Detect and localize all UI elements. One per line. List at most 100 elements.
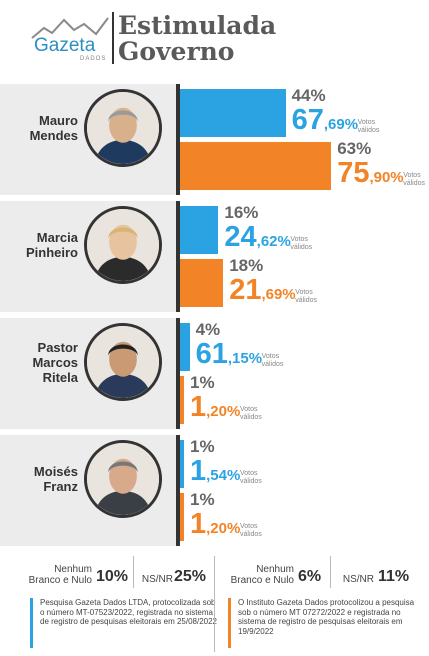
candidate-2-first-vv-line2: válidos (290, 244, 313, 251)
candidate-3-band-edge (176, 318, 180, 429)
candidate-2-avatar (84, 206, 162, 284)
candidate-1-first-raw: 44% (291, 86, 326, 105)
candidate-4-second-raw: 1% (190, 490, 215, 509)
gazeta-logo: Gazeta DADOS (30, 14, 112, 64)
candidate-4-first-valid-votes-label: Votos válidos (240, 470, 262, 486)
candidate-1-first-valid-dec: ,69% (323, 116, 359, 133)
candidate-3-name-line2: Marcos (32, 354, 78, 370)
candidate-1-first-valid-votes-label: Votos válidos (358, 119, 380, 135)
candidate-1-second-vv-line1: Votos (403, 172, 421, 179)
candidate-4-name-line2: Franz (43, 479, 78, 494)
page-title-line2: Governo (118, 37, 235, 66)
right-note-bar (228, 598, 231, 648)
candidate-2-second-valid-votes-label: Votos válidos (295, 289, 317, 305)
candidate-3-first-valid-votes-label: Votos válidos (262, 353, 284, 369)
left-nbn-label: Nenhum Branco e Nulo (18, 564, 92, 586)
candidate-2-first-valid-int: 24 (224, 221, 257, 253)
page-title-line1: Estimulada (118, 11, 277, 40)
column-separator (214, 556, 215, 652)
candidate-2-name-line1: Marcia (36, 230, 78, 245)
candidate-3-name-line1: Pastor (37, 339, 78, 355)
candidate-2-band-edge (176, 201, 180, 312)
candidate-4-second-vv-line1: Votos (240, 523, 258, 530)
candidate-3-second-valid-votes-label: Votos válidos (240, 406, 262, 422)
candidate-1-second-valid-int: 75 (337, 157, 370, 189)
candidate-1-first-valid-int: 67 (291, 104, 324, 136)
candidate-4-first-vv-line1: Votos (240, 470, 258, 477)
candidate-4-bar-orange (180, 493, 184, 541)
candidate-3-first-vv-line2: válidos (261, 361, 284, 368)
candidate-1-first-vv-line1: Votos (357, 119, 376, 126)
candidate-4-second-valid: 1,20% (190, 509, 240, 544)
person-photo-icon (87, 443, 159, 515)
candidate-4-name-line1: Moisés (33, 464, 78, 479)
left-nbn-label-line1: Nenhum (54, 564, 92, 575)
logo-brand-sub: DADOS (80, 56, 107, 62)
left-note-bar (30, 598, 33, 648)
candidate-1-second-vv-line2: válidos (403, 180, 425, 187)
header: Gazeta DADOS Estimulada Governo (0, 0, 429, 80)
candidate-2-first-valid-dec: ,62% (256, 233, 291, 250)
candidate-4-second-valid-int: 1 (190, 508, 207, 540)
candidate-3-name-line3: Ritela (42, 369, 78, 385)
logo-brand: Gazeta (34, 35, 96, 56)
candidate-1-name-line2: Mendes (29, 128, 78, 143)
candidate-4-first-valid-dec: ,54% (206, 467, 241, 484)
footer: Nenhum Branco e Nulo 10% NS/NR 25% Pesqu… (0, 556, 429, 656)
right-note: O Instituto Gazeta Dados protocolizou a … (238, 598, 415, 636)
person-photo-icon (87, 326, 159, 398)
candidate-2-second-valid-dec: ,69% (261, 286, 296, 303)
candidate-1-second-raw: 63% (337, 139, 372, 158)
candidate-4-avatar (84, 440, 162, 518)
candidate-1-name-line1: Mauro (39, 113, 78, 128)
candidate-3-first-valid: 61,15% (196, 339, 262, 374)
candidate-2-name: Marcia Pinheiro (6, 230, 78, 260)
candidate-4-bar-blue (180, 440, 184, 488)
left-note: Pesquisa Gazeta Dados LTDA, protocolizad… (40, 598, 217, 626)
candidate-3-second-vv-line2: válidos (240, 414, 262, 421)
candidate-3-second-valid: 1,20% (190, 392, 240, 427)
right-separator (330, 556, 331, 588)
right-nbn-label-line2: Branco e Nulo (230, 575, 294, 586)
candidate-2-first-vv-line1: Votos (290, 236, 308, 243)
chart-area: Mauro Mendes 44% 67,69% Votos válidos 63% 75,90… (0, 84, 429, 554)
candidate-3-second-raw: 1% (190, 373, 215, 392)
right-nbn-label-line1: Nenhum (256, 564, 294, 575)
candidate-2-bar-blue (180, 206, 219, 254)
candidate-2-bar-orange (180, 259, 224, 307)
candidate-1-avatar (84, 89, 162, 167)
candidate-1-second-valid-votes-label: Votos válidos (403, 172, 425, 188)
candidate-2-second-vv-line1: Votos (295, 289, 313, 296)
candidate-3-name: Pastor Marcos Ritela (6, 340, 78, 385)
right-nbn-label: Nenhum Branco e Nulo (220, 564, 294, 586)
candidate-4-first-valid-int: 1 (190, 455, 207, 487)
candidate-3-bar-blue (180, 323, 190, 371)
candidate-3-first-raw: 4% (195, 320, 221, 339)
candidate-3-avatar (84, 323, 162, 401)
candidate-3-first-valid-dec: ,15% (227, 350, 263, 367)
left-nsnr-value: 25% (174, 568, 207, 585)
candidate-4-first-valid: 1,54% (190, 456, 240, 491)
candidate-4-second-vv-line2: válidos (240, 531, 262, 538)
candidate-4-second-valid-dec: ,20% (206, 520, 241, 537)
candidate-4-first-raw: 1% (190, 437, 215, 456)
left-nsnr-label: NS/NR (141, 574, 173, 585)
candidate-4-second-valid-votes-label: Votos válidos (240, 523, 262, 539)
candidate-3-first-valid-int: 61 (195, 338, 228, 370)
candidate-3-first-vv-line1: Votos (261, 353, 280, 360)
candidate-2-first-raw: 16% (224, 203, 259, 222)
mountain-logo-icon (31, 17, 109, 39)
candidate-3-second-valid-int: 1 (190, 391, 207, 423)
candidate-1-first-vv-line2: válidos (357, 127, 380, 134)
candidate-1-first-valid: 67,69% (292, 105, 358, 140)
left-nbn-label-line2: Branco e Nulo (28, 575, 92, 586)
person-photo-icon (87, 209, 159, 281)
candidate-2-first-valid-votes-label: Votos válidos (290, 236, 312, 252)
header-divider (112, 12, 114, 64)
left-separator (133, 556, 134, 588)
candidate-3-second-vv-line1: Votos (240, 406, 258, 413)
candidate-2-name-line2: Pinheiro (25, 245, 78, 260)
candidate-1-bar-blue (180, 89, 286, 137)
candidate-2-second-valid: 21,69% (229, 275, 295, 310)
candidate-2-second-valid-int: 21 (229, 274, 262, 306)
